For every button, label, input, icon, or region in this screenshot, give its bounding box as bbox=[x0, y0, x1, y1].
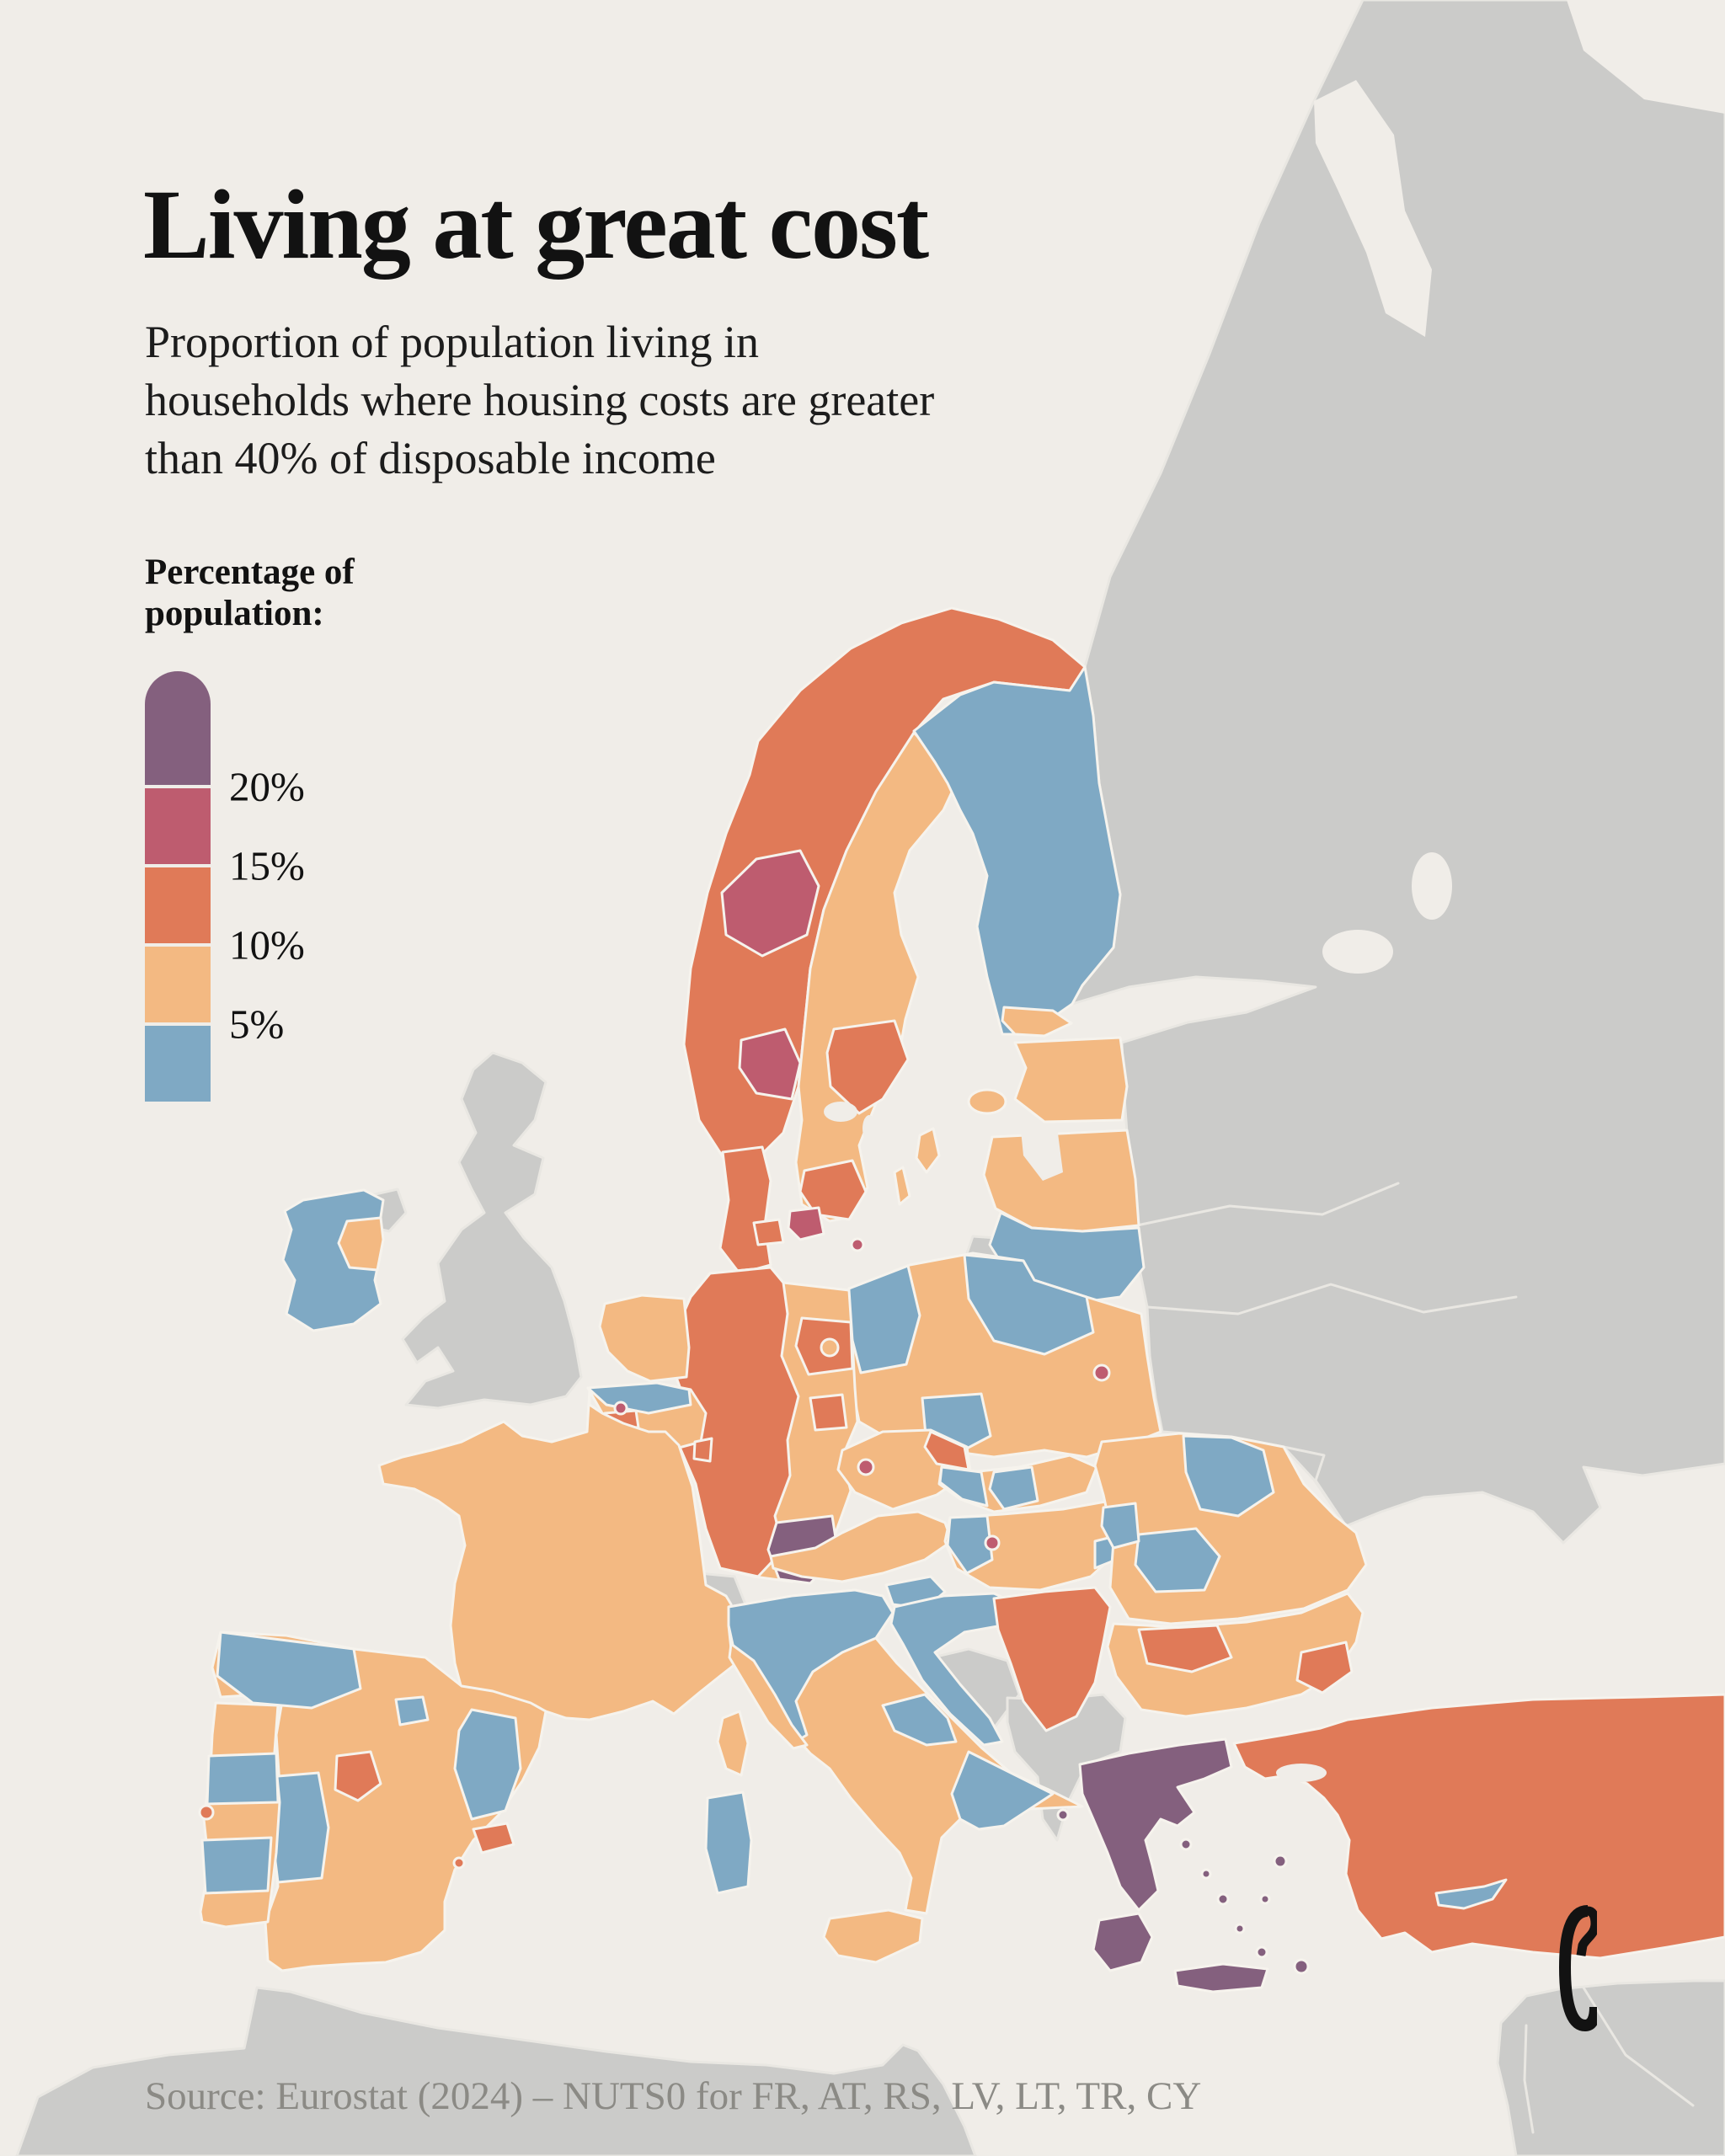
region-middle-east bbox=[1496, 1979, 1725, 2156]
region-romania-center bbox=[1134, 1527, 1221, 1593]
region-finland-southwest bbox=[1001, 1006, 1073, 1038]
region-mallorca bbox=[472, 1822, 515, 1854]
region-romania-west bbox=[1100, 1502, 1140, 1550]
region-greek-islands bbox=[1056, 1808, 1310, 1975]
region-italy-abruzzo bbox=[881, 1693, 958, 1747]
region-leipzig bbox=[809, 1393, 848, 1432]
region-bulgaria-north bbox=[1137, 1624, 1233, 1673]
legend-swatch-under5 bbox=[145, 1026, 211, 1102]
legend-label-10: 10% bbox=[229, 921, 305, 969]
region-norway-trondelag bbox=[720, 849, 820, 958]
page-title: Living at great cost bbox=[143, 169, 929, 280]
region-spain-rioja bbox=[394, 1695, 430, 1726]
region-berlin bbox=[820, 1337, 840, 1358]
region-estonia-islands bbox=[967, 1088, 1007, 1115]
region-crete bbox=[1173, 1962, 1269, 1993]
region-poland-northwest bbox=[847, 1264, 921, 1374]
region-denmark-jutland bbox=[718, 1145, 772, 1275]
legend-swatch-10-15 bbox=[145, 867, 211, 943]
region-north-africa bbox=[15, 1986, 977, 2156]
region-finland bbox=[912, 665, 1122, 1036]
legend: Percentage of population: 20% 15% 10% 5% bbox=[145, 552, 355, 1102]
region-sweden bbox=[794, 731, 958, 1223]
region-italy-puglia bbox=[950, 1750, 1055, 1831]
region-czechia-northeast bbox=[923, 1430, 970, 1471]
region-norway-oslo bbox=[738, 1027, 802, 1101]
legend-color-bar bbox=[145, 671, 211, 1105]
legend-swatch-15-20 bbox=[145, 788, 211, 864]
legend-swatch-5-10 bbox=[145, 947, 211, 1022]
region-corsica bbox=[716, 1710, 750, 1777]
region-slovakia-west bbox=[938, 1465, 989, 1508]
region-romania-northeast bbox=[1182, 1434, 1275, 1518]
region-ibiza bbox=[452, 1856, 466, 1870]
region-portugal-centro bbox=[206, 1752, 280, 1806]
region-serbia bbox=[992, 1586, 1112, 1732]
page-subtitle: Proportion of population living in house… bbox=[145, 317, 935, 484]
legend-label-20: 20% bbox=[229, 763, 305, 810]
region-madrid bbox=[334, 1750, 382, 1802]
region-poland-northeast bbox=[963, 1253, 1095, 1356]
nodata-country-borders bbox=[1135, 1182, 1695, 2134]
region-italy-liguria bbox=[728, 1642, 809, 1750]
region-cyprus bbox=[1434, 1878, 1508, 1910]
region-bornholm bbox=[850, 1237, 865, 1252]
region-lisbon bbox=[198, 1804, 215, 1821]
region-gotland bbox=[915, 1127, 941, 1174]
region-brussels bbox=[613, 1401, 628, 1416]
publisher-logo-e-icon bbox=[1558, 1905, 1597, 2031]
region-bulgaria-southeast bbox=[1295, 1641, 1354, 1694]
region-prague bbox=[857, 1458, 875, 1476]
region-portugal-alentejo bbox=[200, 1836, 273, 1895]
region-slovakia-center bbox=[988, 1465, 1039, 1511]
legend-labels: 20% 15% 10% 5% bbox=[229, 671, 398, 1067]
region-oland bbox=[893, 1166, 911, 1206]
region-sweden-south bbox=[798, 1159, 868, 1221]
legend-title-line2: population: bbox=[145, 594, 324, 634]
region-sweden-stockholm bbox=[825, 1019, 910, 1115]
region-ireland-east bbox=[337, 1216, 385, 1272]
legend-title-line1: Percentage of bbox=[145, 552, 355, 592]
legend-label-5: 5% bbox=[229, 1001, 285, 1048]
region-belgium-flanders bbox=[586, 1381, 692, 1415]
region-estonia bbox=[1013, 1036, 1129, 1123]
region-denmark-zealand bbox=[787, 1206, 825, 1241]
region-peloponnese bbox=[1092, 1912, 1154, 1972]
region-sardinia bbox=[704, 1790, 753, 1895]
legend-swatch-over20 bbox=[145, 671, 211, 785]
region-warsaw bbox=[1092, 1364, 1111, 1382]
region-spain-northwest bbox=[216, 1630, 362, 1710]
region-denmark-funen bbox=[752, 1218, 785, 1246]
region-hungary-west bbox=[946, 1514, 994, 1575]
region-uk bbox=[401, 1051, 583, 1410]
region-luxembourg bbox=[692, 1437, 713, 1463]
legend-label-15: 15% bbox=[229, 842, 305, 889]
region-turkey bbox=[1232, 1693, 1725, 1960]
legend-title: Percentage of population: bbox=[145, 552, 355, 635]
region-netherlands bbox=[598, 1294, 691, 1383]
region-sicily bbox=[822, 1908, 924, 1964]
region-spain-aragon bbox=[453, 1708, 522, 1821]
region-budapest bbox=[984, 1534, 1001, 1551]
sea-overlays bbox=[824, 0, 1725, 1782]
source-note: Source: Eurostat (2024) – NUTS0 for FR, … bbox=[145, 2074, 1202, 2118]
region-greece bbox=[1078, 1737, 1233, 1912]
